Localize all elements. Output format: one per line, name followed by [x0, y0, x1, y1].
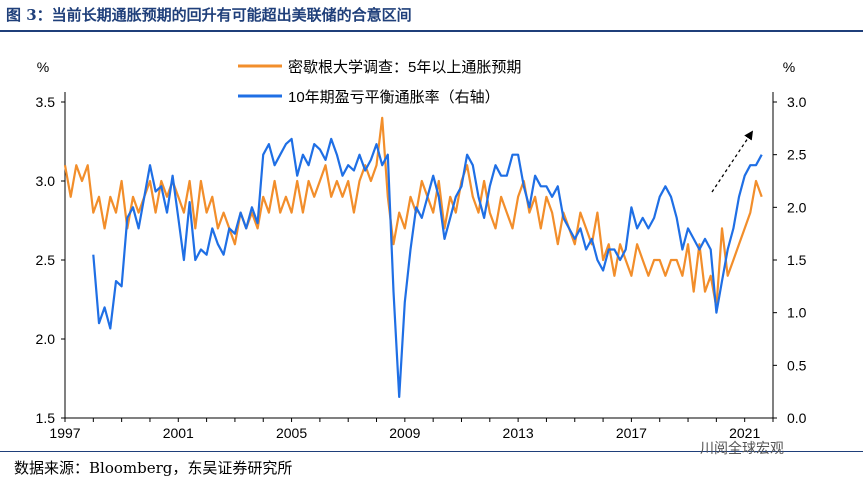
y-tick-label-right: 0.0 [787, 410, 807, 426]
x-tick-label: 2001 [163, 425, 194, 441]
y-tick-label-left: 1.5 [36, 410, 56, 426]
y-tick-label-right: 0.5 [787, 357, 807, 373]
series-lines [63, 116, 763, 398]
legend-label: 密歇根大学调查：5年以上通胀预期 [288, 59, 521, 76]
series-line-michigan [63, 116, 763, 309]
y-axis-label-left: % [37, 59, 49, 75]
x-tick-label: 2013 [503, 425, 534, 441]
y-tick-label-right: 2.0 [787, 199, 807, 215]
series-line-breakeven [92, 137, 763, 398]
legend-label: 10年期盈亏平衡通胀率（右轴） [288, 89, 500, 106]
annotation-arrow [711, 130, 754, 193]
source-rule [0, 451, 863, 452]
y-tick-label-left: 2.5 [36, 252, 56, 268]
legend: 密歇根大学调查：5年以上通胀预期 10年期盈亏平衡通胀率（右轴） [238, 59, 521, 106]
y-tick-label-left: 2.0 [36, 331, 56, 347]
y-tick-label-right: 3.0 [787, 94, 807, 110]
title-rule [0, 30, 863, 32]
y-axis-label-right: % [783, 59, 795, 75]
y-tick-label-right: 1.0 [787, 305, 807, 321]
y-tick-label-left: 3.0 [36, 173, 56, 189]
x-tick-label: 2009 [389, 425, 420, 441]
watermark: 川阅全球宏观 [700, 441, 784, 457]
y-tick-label-right: 1.5 [787, 252, 807, 268]
source-note: 数据来源：Bloomberg，东吴证券研究所 [14, 459, 293, 477]
axes: 1.5 2.0 2.5 3.0 3.5 0.0 0.5 1.0 1.5 2.0 2.5 3.0 1997… [36, 59, 807, 441]
x-tick-label: 2005 [276, 425, 307, 441]
y-tick-label-left: 3.5 [36, 94, 56, 110]
x-tick-label: 2017 [616, 425, 647, 441]
y-tick-label-right: 2.5 [787, 147, 807, 163]
figure-title: 图 3：当前长期通胀预期的回升有可能超出美联储的合意区间 [6, 6, 412, 24]
x-tick-label: 2021 [729, 425, 760, 441]
x-tick-label: 1997 [49, 425, 80, 441]
